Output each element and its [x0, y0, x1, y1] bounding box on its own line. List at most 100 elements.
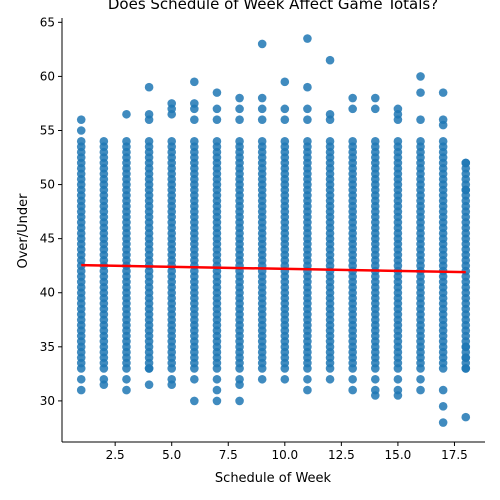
data-point [461, 159, 470, 168]
data-point [235, 397, 244, 406]
data-point [213, 88, 222, 97]
data-point [145, 83, 154, 92]
data-point [235, 137, 244, 146]
data-point [190, 99, 199, 108]
y-tick-label: 65 [40, 15, 55, 29]
data-point [439, 402, 448, 411]
data-point [122, 137, 131, 146]
data-point [461, 343, 470, 352]
data-point [235, 94, 244, 103]
data-point [145, 380, 154, 389]
regression-line [81, 265, 466, 272]
data-point [145, 364, 154, 373]
y-tick-label: 60 [40, 69, 55, 83]
data-point [122, 375, 131, 384]
data-point [213, 375, 222, 384]
data-point [461, 353, 470, 362]
data-point [235, 105, 244, 114]
data-point [416, 72, 425, 81]
data-point [190, 78, 199, 87]
y-tick-label: 45 [40, 232, 55, 246]
data-point [394, 386, 403, 395]
x-tick-label: 10.0 [271, 448, 298, 462]
x-tick-label: 7.5 [219, 448, 238, 462]
chart-title: Does Schedule of Week Affect Game Totals… [108, 0, 438, 13]
data-point [281, 115, 290, 124]
x-tick-label: 5.0 [162, 448, 181, 462]
data-point [371, 105, 380, 114]
data-point [213, 386, 222, 395]
data-point [258, 94, 267, 103]
data-point [461, 186, 470, 195]
data-point [303, 83, 312, 92]
data-point [281, 105, 290, 114]
data-point [145, 137, 154, 146]
data-point [348, 375, 357, 384]
data-point [303, 137, 312, 146]
data-point [394, 105, 403, 114]
data-point [122, 386, 131, 395]
data-point [100, 137, 109, 146]
data-point [371, 94, 380, 103]
data-point [303, 34, 312, 43]
x-tick-label: 12.5 [328, 448, 355, 462]
data-point [167, 137, 176, 146]
data-point [416, 88, 425, 97]
data-point [281, 78, 290, 87]
data-point [258, 40, 267, 49]
data-point [235, 115, 244, 124]
data-point [439, 386, 448, 395]
data-point [213, 397, 222, 406]
data-point [258, 137, 267, 146]
points-layer [77, 34, 470, 427]
data-point [326, 375, 335, 384]
data-point [348, 105, 357, 114]
data-point [461, 364, 470, 373]
data-point [371, 386, 380, 395]
y-tick-label: 30 [40, 394, 55, 408]
data-point [348, 94, 357, 103]
data-point [190, 375, 199, 384]
data-point [77, 375, 86, 384]
data-point [167, 99, 176, 108]
data-point [326, 56, 335, 65]
data-point [394, 375, 403, 384]
data-point [348, 137, 357, 146]
data-point [439, 418, 448, 427]
data-point [326, 110, 335, 119]
y-tick-label: 40 [40, 286, 55, 300]
x-axis-label: Schedule of Week [215, 471, 332, 486]
data-point [281, 137, 290, 146]
data-point [77, 137, 86, 146]
data-point [258, 375, 267, 384]
data-point [122, 110, 131, 119]
y-tick-label: 35 [40, 340, 55, 354]
data-point [281, 375, 290, 384]
data-point [213, 115, 222, 124]
y-tick-label: 55 [40, 123, 55, 137]
data-point [100, 375, 109, 384]
data-point [303, 375, 312, 384]
data-point [303, 386, 312, 395]
data-point [235, 375, 244, 384]
y-axis-label: Over/Under [16, 193, 31, 269]
data-point [258, 115, 267, 124]
data-point [416, 375, 425, 384]
data-point [371, 375, 380, 384]
data-point [145, 110, 154, 119]
data-point [371, 137, 380, 146]
data-point [416, 115, 425, 124]
y-tick-label: 50 [40, 178, 55, 192]
x-tick-label: 15.0 [385, 448, 412, 462]
x-tick-label: 17.5 [441, 448, 468, 462]
data-point [190, 397, 199, 406]
data-point [416, 137, 425, 146]
data-point [77, 126, 86, 135]
data-point [394, 137, 403, 146]
data-point [326, 137, 335, 146]
data-point [213, 105, 222, 114]
data-point [77, 386, 86, 395]
fit-layer [81, 265, 466, 272]
data-point [213, 137, 222, 146]
